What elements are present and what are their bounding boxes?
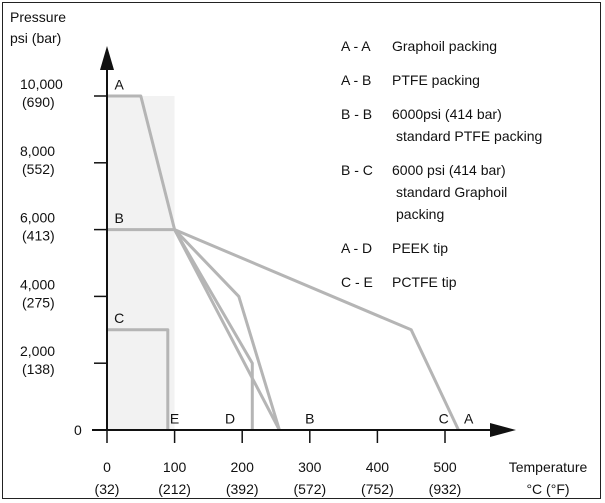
y-tick-label: 0 [74, 422, 82, 438]
y-tick-label: 4,000 [20, 276, 55, 292]
legend-text: standard Graphoil [396, 184, 507, 200]
x-axis-title-units: °C (°F) [526, 481, 569, 497]
x-axis-title: Temperature [509, 459, 588, 475]
y-tick-sublabel: (690) [22, 94, 55, 110]
y-axis-title: Pressure [10, 9, 66, 25]
axis-titles: Pressure psi (bar) Temperature °C (°F) [10, 9, 588, 497]
legend-text: 6000 psi (414 bar) [392, 162, 506, 178]
x-tick-label: 500 [433, 459, 457, 475]
y-tick-label: 10,000 [20, 76, 63, 92]
x-tick-sublabel: (572) [293, 481, 326, 497]
legend-text: PEEK tip [392, 240, 448, 256]
point-label: D [225, 410, 235, 426]
series-line-a-d [174, 228, 460, 431]
shaded-region [107, 96, 175, 430]
series-lines [107, 94, 460, 431]
tick-labels: 0 2,000 (138) 4,000 (275) 6,000 (413) 8,000 (552… [20, 76, 461, 497]
point-label: B [114, 210, 123, 226]
legend-text: 6000psi (414 bar) [392, 106, 502, 122]
y-tick-label: 8,000 [20, 143, 55, 159]
x-tick-sublabel: (932) [429, 481, 462, 497]
x-tick-label: 200 [231, 459, 255, 475]
legend-text: Graphoil packing [392, 38, 497, 54]
point-label: A [464, 410, 474, 426]
legend-key: A - B [341, 72, 371, 88]
legend-key: C - E [341, 274, 373, 290]
legend-key: A - A [341, 38, 371, 54]
point-label: E [170, 410, 179, 426]
x-axis-arrow [490, 423, 516, 437]
point-label: B [305, 410, 314, 426]
x-tick-sublabel: (392) [226, 481, 259, 497]
chart-frame [2, 2, 601, 499]
y-axis-title-units: psi (bar) [10, 30, 61, 46]
y-tick-sublabel: (552) [22, 161, 55, 177]
legend-text: PCTFE tip [392, 274, 457, 290]
x-tick-sublabel: (212) [158, 481, 191, 497]
y-axis-arrow [100, 46, 114, 70]
series-line-b-c [173, 228, 281, 431]
y-tick-sublabel: (413) [22, 228, 55, 244]
series-line-a-a [107, 94, 281, 431]
y-tick-label: 2,000 [20, 343, 55, 359]
x-tick-label: 100 [163, 459, 187, 475]
legend: A - A Graphoil packing A - B PTFE packing B … [341, 38, 542, 290]
series-line-b-b [107, 228, 254, 430]
y-tick-sublabel: (275) [22, 294, 55, 310]
series-line-c-e [107, 328, 170, 430]
x-tick-sublabel: (32) [95, 481, 120, 497]
shade-rect [107, 96, 175, 430]
legend-text: PTFE packing [392, 72, 480, 88]
x-tick-label: 400 [366, 459, 390, 475]
y-tick-label: 6,000 [20, 210, 55, 226]
legend-key: B - C [341, 162, 373, 178]
point-label: A [114, 76, 124, 92]
legend-text: standard PTFE packing [396, 128, 542, 144]
x-tick-label: 300 [298, 459, 322, 475]
x-tick-label: 0 [103, 459, 111, 475]
legend-key: B - B [341, 106, 372, 122]
legend-text: packing [396, 206, 444, 222]
legend-key: A - D [341, 240, 372, 256]
y-tick-sublabel: (138) [22, 361, 55, 377]
point-label: C [439, 410, 449, 426]
axes [92, 46, 516, 443]
x-tick-sublabel: (752) [361, 481, 394, 497]
point-label: C [114, 310, 124, 326]
